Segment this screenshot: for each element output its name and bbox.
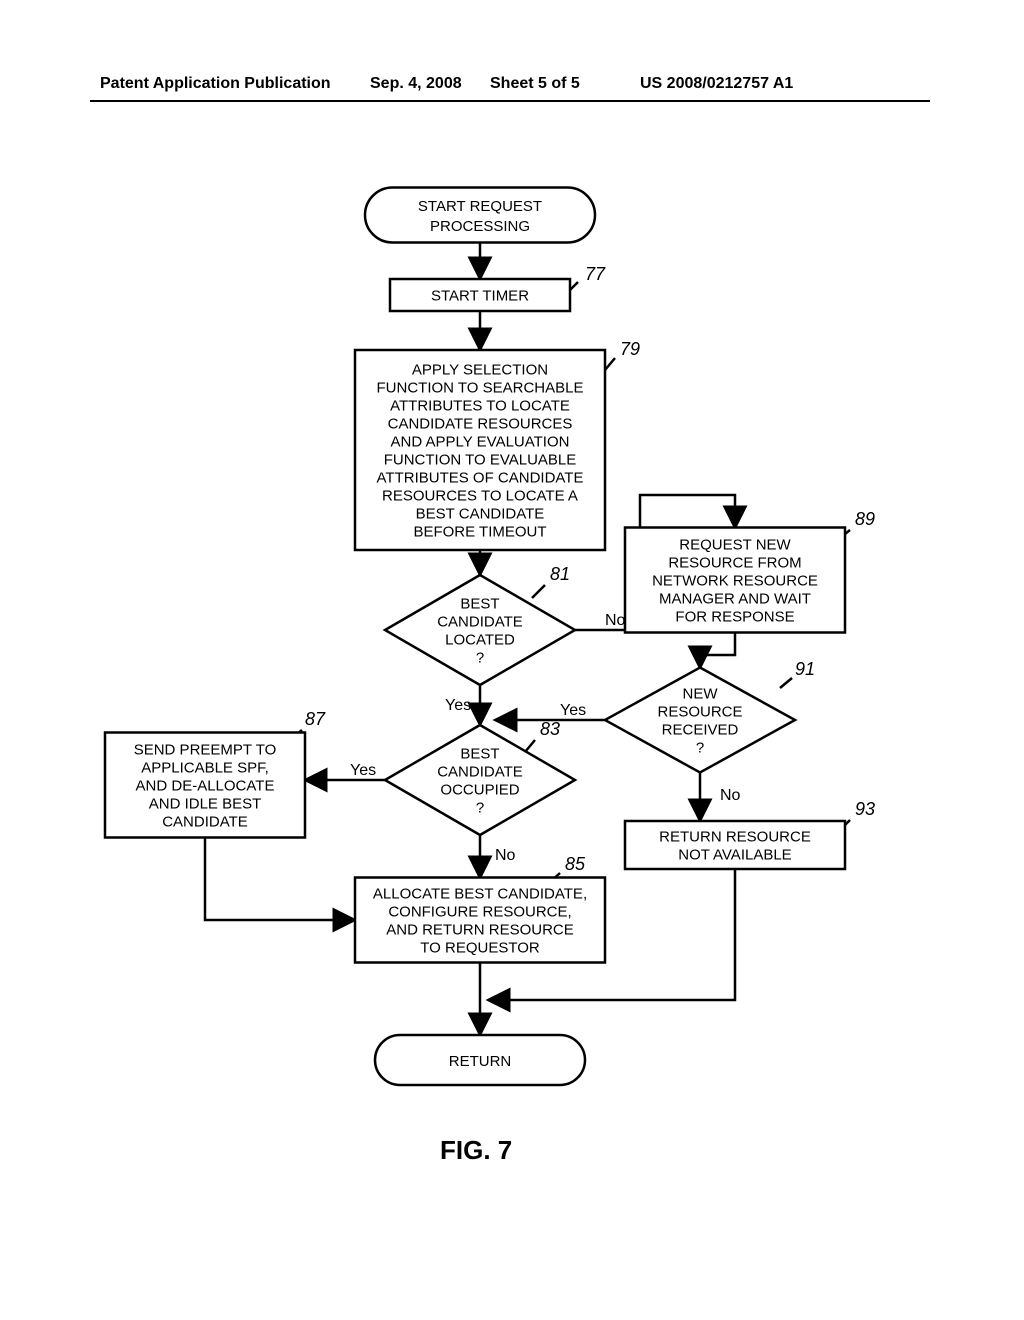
svg-text:89: 89 [855, 509, 875, 529]
svg-text:?: ? [476, 649, 484, 666]
svg-text:AND DE-ALLOCATE: AND DE-ALLOCATE [136, 777, 275, 794]
node-n79: APPLY SELECTIONFUNCTION TO SEARCHABLEATT… [355, 339, 640, 550]
svg-text:BEFORE TIMEOUT: BEFORE TIMEOUT [413, 523, 546, 540]
svg-text:TO REQUESTOR: TO REQUESTOR [420, 939, 540, 956]
svg-text:BEST: BEST [460, 745, 499, 762]
svg-text:FOR RESPONSE: FOR RESPONSE [675, 608, 794, 625]
node-return: RETURN [375, 1035, 585, 1085]
edge-87_down [205, 837, 355, 920]
svg-text:OCCUPIED: OCCUPIED [440, 781, 519, 798]
svg-text:ATTRIBUTES OF CANDIDATE: ATTRIBUTES OF CANDIDATE [377, 469, 584, 486]
edge-ref81 [532, 585, 545, 598]
figure-label: FIG. 7 [440, 1135, 512, 1166]
svg-text:RESOURCE FROM: RESOURCE FROM [668, 554, 801, 571]
flowchart: YesNoYesNoYesNo START REQUESTPROCESSINGS… [80, 180, 950, 1140]
node-n93: RETURN RESOURCENOT AVAILABLE 93 [625, 799, 875, 869]
svg-text:CANDIDATE: CANDIDATE [437, 763, 523, 780]
svg-text:85: 85 [565, 854, 586, 874]
svg-text:Yes: Yes [560, 702, 586, 719]
node-n87: SEND PREEMPT TOAPPLICABLE SPF,AND DE-ALL… [105, 709, 326, 838]
header-rule [90, 100, 930, 102]
svg-text:CANDIDATE: CANDIDATE [162, 813, 248, 830]
node-n81: BESTCANDIDATELOCATED? 81 [385, 564, 575, 685]
svg-text:ATTRIBUTES TO LOCATE: ATTRIBUTES TO LOCATE [390, 397, 570, 414]
edge-ref79 [605, 358, 615, 370]
svg-text:AND APPLY EVALUATION: AND APPLY EVALUATION [391, 433, 570, 450]
svg-text:RETURN RESOURCE: RETURN RESOURCE [659, 828, 811, 845]
svg-text:MANAGER AND WAIT: MANAGER AND WAIT [659, 590, 811, 607]
svg-text:CONFIGURE RESOURCE,: CONFIGURE RESOURCE, [388, 903, 571, 920]
svg-text:?: ? [476, 799, 484, 816]
svg-text:RESOURCES TO LOCATE A: RESOURCES TO LOCATE A [382, 487, 578, 504]
svg-text:Yes: Yes [350, 762, 376, 779]
svg-text:81: 81 [550, 564, 570, 584]
header-publication: Patent Application Publication [100, 75, 331, 93]
svg-text:PROCESSING: PROCESSING [430, 218, 530, 235]
svg-text:BEST CANDIDATE: BEST CANDIDATE [416, 505, 545, 522]
svg-text:Yes: Yes [445, 697, 471, 714]
svg-text:REQUEST NEW: REQUEST NEW [679, 536, 791, 553]
svg-text:BEST: BEST [460, 595, 499, 612]
svg-text:No: No [720, 787, 741, 804]
svg-text:77: 77 [585, 264, 606, 284]
svg-text:NETWORK RESOURCE: NETWORK RESOURCE [652, 572, 818, 589]
svg-text:START TIMER: START TIMER [431, 287, 529, 304]
svg-text:AND RETURN RESOURCE: AND RETURN RESOURCE [386, 921, 574, 938]
svg-text:79: 79 [620, 339, 640, 359]
svg-text:93: 93 [855, 799, 875, 819]
svg-text:RESOURCE: RESOURCE [657, 703, 742, 720]
header-date: Sep. 4, 2008 [370, 75, 462, 93]
svg-text:CANDIDATE RESOURCES: CANDIDATE RESOURCES [388, 415, 573, 432]
svg-text:ALLOCATE BEST CANDIDATE,: ALLOCATE BEST CANDIDATE, [373, 885, 587, 902]
header-sheet: Sheet 5 of 5 [490, 75, 580, 93]
svg-text:APPLY SELECTION: APPLY SELECTION [412, 361, 548, 378]
svg-text:No: No [605, 612, 626, 629]
node-n83: BESTCANDIDATEOCCUPIED? 83 [385, 719, 575, 835]
header-pubno: US 2008/0212757 A1 [640, 75, 793, 93]
svg-text:87: 87 [305, 709, 326, 729]
edge-89_bottom [700, 632, 735, 668]
svg-text:AND IDLE BEST: AND IDLE BEST [149, 795, 262, 812]
node-n91: NEWRESOURCERECEIVED? 91 [605, 659, 815, 773]
svg-text:No: No [495, 847, 516, 864]
svg-text:83: 83 [540, 719, 560, 739]
svg-text:NEW: NEW [683, 685, 719, 702]
svg-text:SEND PREEMPT TO: SEND PREEMPT TO [134, 741, 277, 758]
svg-text:FUNCTION TO EVALUABLE: FUNCTION TO EVALUABLE [384, 451, 577, 468]
svg-text:NOT AVAILABLE: NOT AVAILABLE [678, 846, 791, 863]
node-start: START REQUEST PROCESSING [365, 188, 595, 243]
svg-text:LOCATED: LOCATED [445, 631, 515, 648]
svg-text:CANDIDATE: CANDIDATE [437, 613, 523, 630]
svg-text:RECEIVED: RECEIVED [662, 721, 739, 738]
edge-ref83 [525, 740, 535, 752]
svg-text:91: 91 [795, 659, 815, 679]
edge-ref91 [780, 678, 792, 688]
node-n89: REQUEST NEWRESOURCE FROMNETWORK RESOURCE… [625, 509, 875, 633]
svg-text:?: ? [696, 739, 704, 756]
svg-text:START REQUEST: START REQUEST [418, 198, 542, 215]
svg-text:APPLICABLE SPF,: APPLICABLE SPF, [141, 759, 269, 776]
svg-text:RETURN: RETURN [449, 1053, 512, 1070]
svg-text:FUNCTION TO SEARCHABLE: FUNCTION TO SEARCHABLE [377, 379, 584, 396]
